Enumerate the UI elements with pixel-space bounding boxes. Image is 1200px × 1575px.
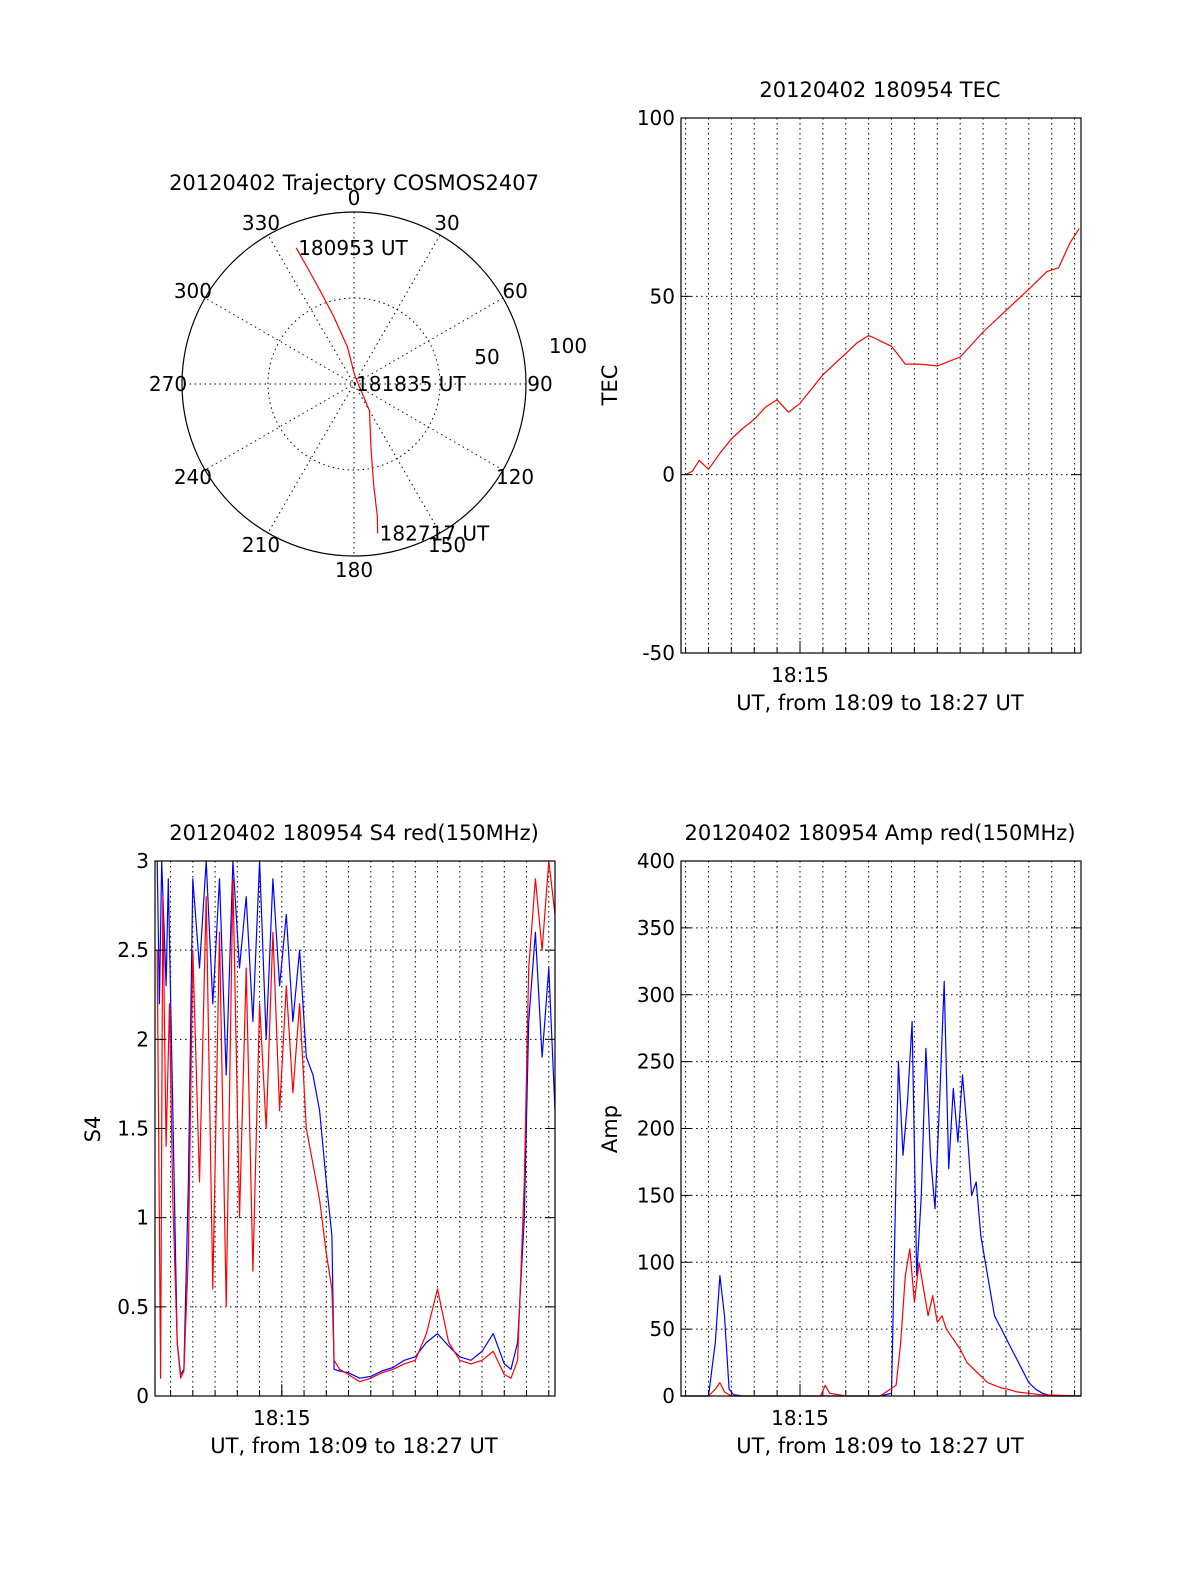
amp-series (681, 980, 1082, 1397)
trajectory-time-label: 180953 UT (298, 236, 408, 260)
x-tick-label: 18:15 (771, 663, 829, 687)
tec-plot-frame (680, 117, 1082, 654)
s4-series (156, 860, 556, 1383)
y-tick-label: 0 (662, 1384, 675, 1408)
y-tick-label: 1.5 (117, 1117, 149, 1141)
polar-angle-label: 150 (428, 533, 466, 557)
y-tick-label: 50 (650, 1317, 675, 1341)
polar-angle-label: 270 (149, 372, 187, 396)
trajectory-time-label: 181835 UT (356, 372, 466, 396)
polar-angle-labels: 0 30 60 90 120 150 180 210 240 270 300 330 (149, 186, 553, 582)
y-tick-label: 250 (637, 1050, 675, 1074)
polar-angle-label: 210 (242, 533, 280, 557)
polar-angle-label: 30 (434, 211, 459, 235)
series-line (685, 228, 1080, 476)
y-tick-label: 400 (637, 849, 675, 873)
tec-x-ticks: 18:15 (771, 641, 829, 687)
s4-plot-frame (154, 860, 556, 1397)
y-tick-label: 100 (637, 1250, 675, 1274)
amp-y-axis-label: Amp (598, 1105, 622, 1153)
s4-x-axis-label: UT, from 18:09 to 18:27 UT (210, 1434, 498, 1458)
tec-x-axis-label: UT, from 18:09 to 18:27 UT (736, 691, 1024, 715)
series-line (681, 1248, 1082, 1397)
polar-radius-label: 100 (549, 334, 587, 358)
y-tick-label: 300 (637, 983, 675, 1007)
polar-grid (181, 211, 527, 557)
y-tick-label: 1 (136, 1206, 149, 1230)
polar-angle-label: 0 (348, 186, 361, 210)
series-line (156, 860, 556, 1383)
y-tick-label: 3 (136, 849, 149, 873)
amp-grid (681, 860, 1081, 1397)
tec-y-axis-label: TEC (598, 365, 622, 407)
x-tick-label: 18:15 (253, 1406, 311, 1430)
y-tick-label: 350 (637, 916, 675, 940)
amp-plot-frame (680, 860, 1082, 1397)
polar-angle-label: 330 (242, 211, 280, 235)
polar-outer-circle (181, 211, 527, 557)
polar-angle-label: 60 (502, 279, 527, 303)
polar-radius-labels: 50 100 (474, 334, 587, 369)
amp-title: 20120402 180954 Amp red(150MHz) (684, 821, 1075, 845)
y-tick-label: 2.5 (117, 938, 149, 962)
s4-title: 20120402 180954 S4 red(150MHz) (169, 821, 539, 845)
polar-angle-label: 90 (527, 372, 552, 396)
polar-angle-label: 120 (496, 465, 534, 489)
amp-panel: 20120402 180954 Amp red(150MHz) 0 50 100 15… (598, 821, 1082, 1458)
y-tick-label: 200 (637, 1117, 675, 1141)
y-tick-label: 2 (136, 1027, 149, 1051)
polar-angle-label: 300 (174, 279, 212, 303)
amp-x-axis-label: UT, from 18:09 to 18:27 UT (736, 1434, 1024, 1458)
y-tick-label: 100 (637, 106, 675, 130)
series-line (681, 980, 1081, 1397)
tec-panel: 20120402 180954 TEC -50 0 50 100 18:15 UT, … (598, 78, 1082, 715)
y-tick-label: 0 (662, 463, 675, 487)
y-tick-label: 0 (136, 1384, 149, 1408)
x-tick-label: 18:15 (771, 1406, 829, 1430)
tec-series (685, 228, 1080, 476)
trajectory-title: 20120402 Trajectory COSMOS2407 (169, 171, 539, 195)
amp-x-ticks: 18:15 (771, 1384, 829, 1430)
s4-grid (155, 860, 555, 1397)
y-tick-label: 150 (637, 1183, 675, 1207)
y-tick-label: -50 (642, 641, 675, 665)
tec-y-ticks: -50 0 50 100 (637, 106, 1081, 665)
polar-angle-label: 240 (174, 465, 212, 489)
s4-x-ticks: 18:15 (253, 1384, 311, 1430)
s4-y-ticks: 0 0.5 1 1.5 2 2.5 3 (117, 849, 555, 1408)
trajectory-line (295, 247, 379, 534)
trajectory-time-label: 182717 UT (380, 521, 490, 545)
series-line (156, 860, 556, 1379)
trajectory-path (295, 247, 379, 534)
polar-radius-label: 50 (474, 345, 499, 369)
s4-panel: 20120402 180954 S4 red(150MHz) 0 0.5 1 1.5 2… (81, 821, 556, 1458)
amp-y-ticks: 0 50 100 150 200 250 300 350 400 (637, 849, 1081, 1408)
trajectory-polar-plot: 20120402 Trajectory COSMOS2407 0 30 60 90 12… (149, 171, 587, 582)
trajectory-annotations: 180953 UT 181835 UT 182717 UT (298, 236, 490, 546)
tec-title: 20120402 180954 TEC (759, 78, 1000, 102)
y-tick-label: 50 (650, 284, 675, 308)
tec-grid (681, 117, 1081, 654)
y-tick-label: 0.5 (117, 1295, 149, 1319)
polar-angle-label: 180 (335, 558, 373, 582)
s4-y-axis-label: S4 (81, 1116, 105, 1143)
